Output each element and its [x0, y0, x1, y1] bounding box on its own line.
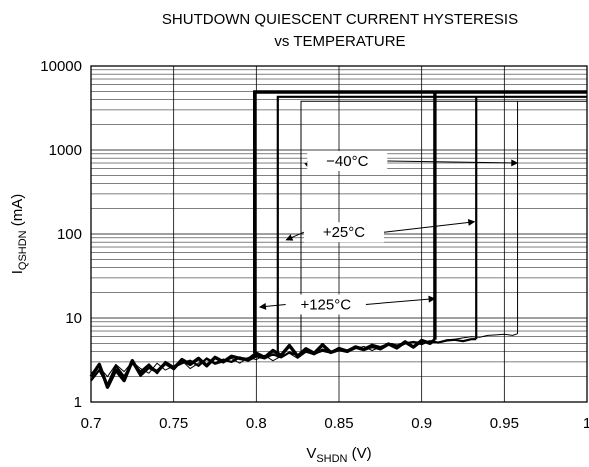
y-tick-label: 10: [65, 310, 82, 327]
chart-title-line-2: vs TEMPERATURE: [274, 33, 405, 50]
annotation-arrow: [365, 295, 436, 305]
annotation-label-bg: [285, 294, 366, 315]
grid-lines: [91, 66, 587, 402]
x-tick-label: 0.85: [324, 415, 353, 432]
y-axis-tick-labels: 1 10 100 1000 10000: [40, 58, 82, 411]
plot-frame: [90, 65, 588, 403]
x-axis-label-main: V: [306, 445, 316, 462]
x-tick-label: 0.8: [246, 415, 267, 432]
x-tick-label: 1: [583, 415, 589, 432]
series-rise-edge: [253, 90, 587, 354]
y-tick-label: 1: [74, 394, 82, 411]
x-tick-label: 0.75: [159, 415, 188, 432]
series-low-trace: [89, 338, 436, 389]
y-axis-label-main: I: [9, 270, 26, 274]
x-tick-label: 0.9: [411, 415, 432, 432]
y-tick-label: 1000: [49, 142, 82, 159]
annotation-arrow: [285, 231, 305, 241]
y-axis-label-subscript: QSHDN: [17, 230, 29, 270]
y-tick-label: 10000: [40, 58, 82, 75]
annotation-1: +25°C: [285, 218, 476, 243]
x-axis-label: VSHDN (V): [306, 445, 371, 465]
x-tick-label: 0.7: [81, 415, 102, 432]
chart-title: SHUTDOWN QUIESCENT CURRENT HYSTERESIS vs…: [162, 11, 518, 50]
annotation-label: −40°C: [326, 153, 368, 170]
y-axis-label-unit: (mA): [9, 194, 26, 231]
annotation-arrow: [383, 218, 476, 233]
annotation-label: +125°C: [300, 296, 351, 313]
series-rise-edge: [300, 100, 587, 353]
y-axis-label: IQSHDN (mA): [9, 194, 29, 275]
annotation-label-bg: [307, 150, 388, 171]
annotation-2: +125°C: [258, 294, 436, 315]
annotation-label-bg: [303, 222, 384, 243]
x-axis-tick-labels: 0.7 0.75 0.8 0.85 0.9 0.95 1: [81, 415, 589, 432]
x-tick-label: 0.95: [490, 415, 519, 432]
annotation-arrow: [258, 302, 286, 310]
y-tick-label: 100: [57, 226, 82, 243]
x-axis-label-subscript: SHDN: [316, 453, 347, 465]
series-rise-edge: [276, 95, 587, 358]
annotation-label: +25°C: [323, 224, 365, 241]
chart-title-line-1: SHUTDOWN QUIESCENT CURRENT HYSTERESIS: [162, 11, 518, 28]
series-annotations: −40°C +25°C +125°C: [258, 150, 519, 315]
annotation-0: −40°C: [304, 150, 519, 171]
series-lines: [89, 90, 587, 389]
annotation-arrow: [387, 159, 519, 167]
x-axis-label-unit: (V): [348, 445, 372, 462]
